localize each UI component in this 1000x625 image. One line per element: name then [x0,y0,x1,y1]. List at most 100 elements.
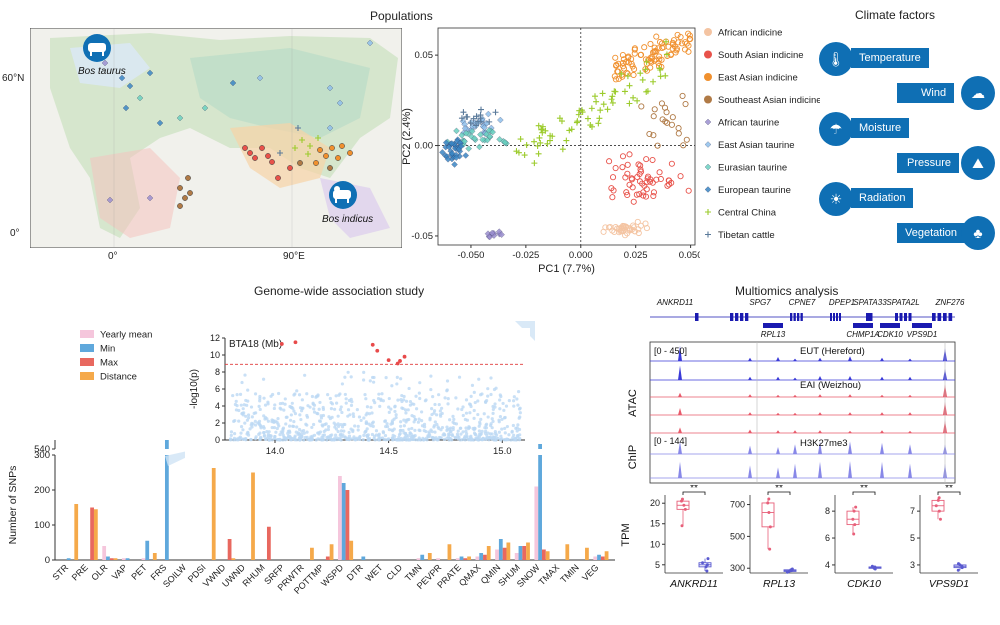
pca-point [622,232,629,239]
man-point [469,394,473,398]
manhattan-plot: 0 2 4 6 8 10 12 14.0 14.5 15.0 -log10(p) BTA18 (Mb) [185,328,530,468]
man-point [240,437,244,441]
eai-track-peak [748,394,752,397]
legend-label: Min [100,344,115,355]
tpm-ytick-label: 15 [650,519,660,529]
gene-label: RPL13 [761,330,786,339]
man-point [312,410,317,414]
man-point [311,401,315,405]
climate-factor-radiation: Radiation [851,188,914,208]
pca-point [614,68,621,75]
man-point [486,387,490,391]
pca-point [661,104,669,111]
bar [565,544,570,560]
man-point [253,419,257,424]
man-point [381,431,386,435]
eut-track-label: EUT (Hereford) [800,346,865,357]
bar [463,558,468,560]
legend-label: Distance [100,372,137,383]
legend-label: African indicine [718,28,782,39]
man-point [349,403,354,407]
man-point [346,370,350,374]
man-point [408,403,413,407]
man-point [343,375,347,379]
man-point [332,421,336,425]
gene-label: VPS9D1 [907,330,938,339]
man-point [429,374,433,378]
man-point [290,401,294,405]
man-point [404,431,408,436]
man-point [500,427,504,431]
chip-track-peak [678,461,682,478]
sig-label: ** [775,485,783,494]
man-point [311,422,316,427]
man-point [518,411,522,415]
man-point [316,412,320,416]
man-point [486,394,490,398]
man-point [398,438,402,442]
pca-point [467,120,474,127]
exon [740,313,744,321]
tpm-ytick-label: 10 [650,539,660,549]
man-point [423,399,427,403]
pca-point [619,153,627,160]
exon [880,323,900,328]
man-point [249,438,253,442]
pca-point [619,225,626,232]
man-point [320,423,324,427]
man-point [442,432,446,436]
eut-track-peak [818,357,822,361]
bar [538,455,542,560]
man-point [334,394,338,398]
map-sample-point [317,147,323,153]
pca-point [657,73,664,80]
pca-point [608,96,615,103]
map-sample-point [265,153,271,159]
pca-point [612,54,619,61]
man-point [417,417,421,421]
bar [498,539,503,560]
pca-point [644,175,651,182]
man-point [323,422,327,427]
bar [341,483,346,560]
man-point [340,425,345,429]
man-point [390,419,394,423]
bar [141,558,146,560]
man-point [334,433,338,437]
legend-marker [705,209,711,215]
pca-point [486,118,493,125]
man-point [332,407,337,411]
man-point [317,419,322,423]
pca-point [457,143,465,150]
man-point [327,415,331,419]
man-point [361,438,365,442]
man-point [414,394,418,398]
pca-point [444,156,452,163]
exon [735,313,739,321]
man-point [317,432,321,436]
man-point [371,424,375,429]
map-sample-point [269,159,275,165]
man-point [335,436,339,440]
pca-point [620,56,627,63]
pca-xtick-label: -0.050 [457,250,484,261]
man-point [402,418,406,422]
man-point [381,399,385,403]
man-point [481,436,485,440]
man-point [478,420,482,424]
eai-track-peak [678,408,682,415]
pca-point [592,93,599,100]
pca-point [637,222,644,229]
pca-point [547,132,554,139]
pca-point [453,154,460,161]
man-point [328,437,333,442]
pca-point [612,164,619,172]
man-point [418,381,422,385]
man-point [325,435,329,440]
man-point [356,428,360,432]
man-point [446,432,451,436]
man-point [336,414,340,418]
pca-point [656,169,663,176]
man-point [283,397,287,401]
man-point [284,422,288,426]
